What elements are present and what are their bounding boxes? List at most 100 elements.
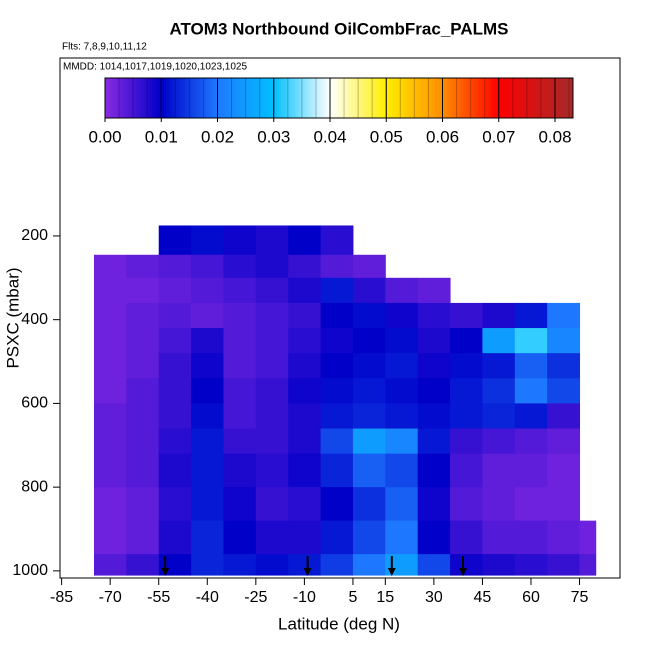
x-tick-label: -10: [293, 589, 316, 606]
heat-cell: [482, 328, 516, 354]
heat-cell: [385, 428, 419, 455]
x-tick-label: 75: [571, 589, 589, 606]
heat-cell: [514, 328, 548, 354]
annotation: MMDD: 1014,1017,1019,1020,1023,1025: [63, 62, 247, 73]
heat-cell: [547, 302, 581, 329]
colorbar-tick-label: 0.08: [538, 127, 571, 146]
heat-cell: [417, 277, 451, 304]
heat-cell: [191, 277, 224, 304]
heat-cell: [158, 378, 192, 404]
colorbar-tick-label: 0.02: [201, 127, 234, 146]
heat-cell: [352, 302, 386, 329]
heat-cell: [385, 328, 419, 354]
heat-cell: [450, 403, 483, 430]
overlay: [161, 556, 468, 576]
heat-cell: [93, 453, 127, 488]
y-tick-label: 400: [21, 311, 48, 328]
heat-cell: [579, 554, 597, 576]
heat-cell: [352, 328, 386, 354]
heat-cell: [450, 554, 483, 576]
heat-cell: [223, 428, 257, 455]
heat-cell: [93, 277, 127, 304]
x-tick-label: -55: [147, 589, 170, 606]
colorbar-tick-label: 0.06: [426, 127, 459, 146]
heat-cell: [514, 353, 548, 379]
heat-cell: [417, 487, 451, 522]
heat-cell: [385, 403, 419, 430]
x-tick-label: -85: [50, 589, 73, 606]
heat-cell: [352, 254, 386, 279]
heat-cell: [450, 428, 483, 455]
heat-cell: [352, 428, 386, 455]
colorbar-tick-label: 0.04: [313, 127, 346, 146]
heat-cell: [126, 487, 160, 522]
heat-cell: [126, 328, 160, 354]
heat-cell: [514, 520, 548, 555]
heat-cell: [352, 520, 386, 555]
heat-cell: [223, 225, 257, 256]
heat-cell: [288, 225, 322, 256]
heat-cell: [191, 353, 224, 379]
heat-cell: [352, 378, 386, 404]
heat-cell: [547, 453, 581, 488]
heat-cell: [450, 302, 483, 329]
arrow-head: [161, 568, 170, 576]
heat-cell: [385, 520, 419, 555]
heat-cell: [288, 378, 322, 404]
heat-cell: [385, 487, 419, 522]
heat-cell: [547, 554, 581, 576]
heat-cell: [514, 302, 548, 329]
heat-cell: [352, 277, 386, 304]
x-tick-label: 15: [376, 589, 394, 606]
y-tick-label: 600: [21, 395, 48, 412]
heat-cell: [158, 487, 192, 522]
heat-cell: [482, 453, 516, 488]
heat-cell: [320, 353, 354, 379]
heat-cell: [547, 403, 581, 430]
heat-cell: [255, 487, 289, 522]
colorbar-tick-label: 0.01: [145, 127, 178, 146]
heat-cell: [158, 453, 192, 488]
heat-cell: [320, 225, 354, 256]
heat-cell: [385, 353, 419, 379]
heat-cell: [320, 302, 354, 329]
heat-cell: [158, 328, 192, 354]
heat-cell: [93, 403, 127, 430]
heat-cell: [352, 453, 386, 488]
heat-cell: [320, 328, 354, 354]
heat-cell: [223, 353, 257, 379]
x-tick-label: -40: [196, 589, 219, 606]
heat-cell: [547, 353, 581, 379]
heat-cell: [191, 428, 224, 455]
heat-cell: [126, 428, 160, 455]
heat-cell: [320, 487, 354, 522]
heat-cell: [320, 554, 354, 576]
heat-cell: [223, 254, 257, 279]
arrow-head: [459, 568, 468, 576]
heat-cell: [93, 302, 127, 329]
heat-cell: [288, 520, 322, 555]
heat-cell: [223, 453, 257, 488]
heat-cell: [158, 277, 192, 304]
colorbar-tick-label: 0.00: [88, 127, 121, 146]
heat-cell: [126, 378, 160, 404]
heat-cell: [288, 403, 322, 430]
heat-cell: [255, 353, 289, 379]
colorbar-tick-label: 0.05: [370, 127, 403, 146]
heat-cell: [482, 403, 516, 430]
heat-cell: [126, 254, 160, 279]
heat-cell: [417, 453, 451, 488]
heat-cell: [482, 428, 516, 455]
heat-cell: [255, 520, 289, 555]
x-tick-label: 5: [348, 589, 357, 606]
heat-cell: [288, 453, 322, 488]
heat-cell: [158, 403, 192, 430]
heat-cell: [547, 520, 581, 555]
colorbar-tick-label: 0.03: [257, 127, 290, 146]
heat-cell: [223, 520, 257, 555]
heat-cell: [223, 378, 257, 404]
heat-cell: [158, 225, 192, 256]
x-tick-label: 30: [425, 589, 443, 606]
heat-cell: [191, 302, 224, 329]
